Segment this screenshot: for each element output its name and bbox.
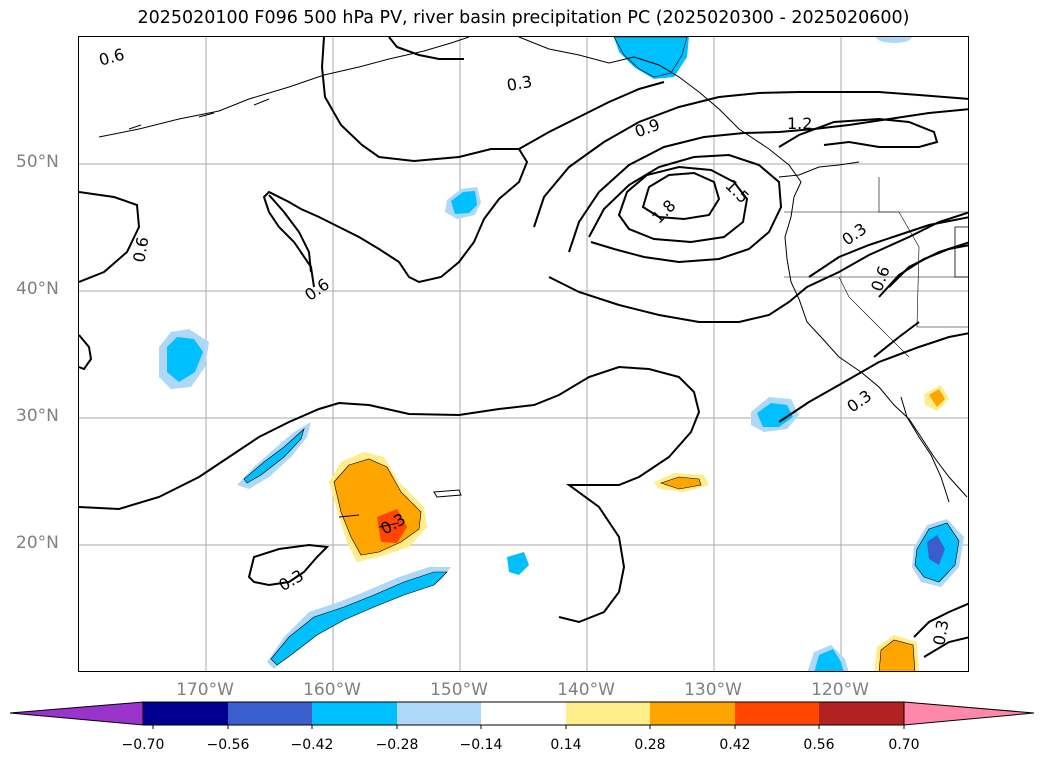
colorbar-segment [397, 702, 481, 725]
map-canvas: 0.6 0.3 0.9 1.2 1.8 1.5 0.6 0.6 0.3 0.6 … [79, 37, 968, 671]
contour-label: 0.3 [838, 219, 870, 249]
colorbar-extend-low [10, 701, 144, 726]
contour-label: 0.6 [301, 274, 333, 304]
colorbar-segment [650, 702, 735, 725]
colorbar-tick-label: 0.56 [803, 737, 835, 753]
contour-label: 0.6 [97, 45, 127, 70]
lon-label-150w: 150°W [430, 680, 488, 700]
contour-label: 0.6 [867, 263, 894, 293]
map-title: 2025020100 F096 500 hPa PV, river basin … [137, 8, 910, 28]
colorbar-extend-high [903, 701, 1035, 726]
contour-label: 1.2 [787, 114, 812, 133]
colorbar [10, 701, 1035, 729]
colorbar-segment [481, 702, 566, 725]
lat-label-40n: 40°N [16, 279, 59, 299]
lon-label-170w: 170°W [176, 680, 234, 700]
colorbar-tick-label: −0.70 [121, 737, 165, 753]
colorbar-tick-label: −0.56 [206, 737, 250, 753]
lon-label-120w: 120°W [811, 680, 869, 700]
colorbar-tick-label: −0.42 [290, 737, 334, 753]
lon-label-160w: 160°W [303, 680, 361, 700]
lat-label-20n: 20°N [16, 533, 59, 553]
colorbar-tick-label: −0.14 [459, 737, 503, 753]
pv-contours [79, 37, 968, 658]
map-panel[interactable]: 0.6 0.3 0.9 1.2 1.8 1.5 0.6 0.6 0.3 0.6 … [78, 36, 969, 672]
colorbar-segment [819, 702, 904, 725]
coastlines [98, 37, 968, 528]
precip-shading [159, 37, 964, 671]
lon-label-130w: 130°W [684, 680, 742, 700]
contour-label: 0.3 [275, 566, 307, 595]
colorbar-tick-label: 0.28 [634, 737, 666, 753]
lat-label-50n: 50°N [16, 152, 59, 172]
contour-label: 1.5 [721, 176, 752, 207]
contour-label: 0.9 [632, 115, 662, 142]
colorbar-segment [143, 702, 228, 725]
contour-label: 1.8 [648, 196, 679, 227]
colorbar-tick-label: 0.14 [550, 737, 582, 753]
colorbar-segment [735, 702, 819, 725]
contour-label: 0.3 [505, 72, 533, 95]
colorbar-tick-label: −0.28 [375, 737, 419, 753]
graticule [79, 37, 968, 671]
colorbar-segment [566, 702, 650, 725]
lon-label-140w: 140°W [557, 680, 615, 700]
colorbar-segment [228, 702, 312, 725]
colorbar-tick-label: 0.70 [888, 737, 920, 753]
colorbar-segment [312, 702, 397, 725]
lat-label-30n: 30°N [16, 406, 59, 426]
contour-label: 0.3 [843, 386, 875, 416]
contour-label: 0.3 [929, 618, 952, 646]
contour-label: 0.6 [129, 235, 152, 263]
colorbar-tick-label: 0.42 [719, 737, 751, 753]
